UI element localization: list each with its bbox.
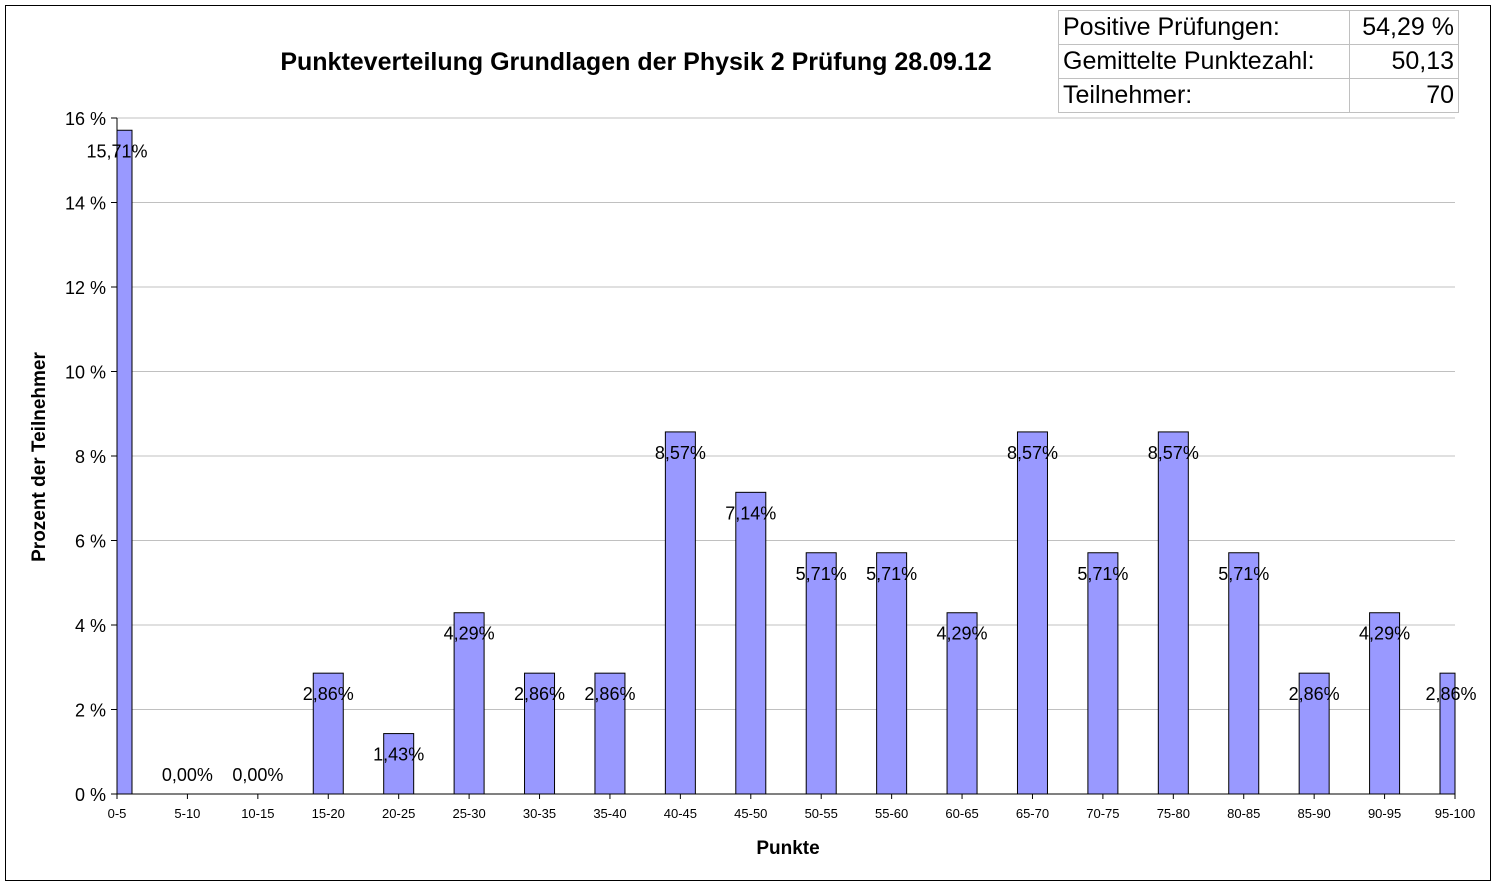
x-tick-label: 40-45 xyxy=(664,806,697,821)
y-tick-label: 16 % xyxy=(65,109,106,129)
bar xyxy=(1087,552,1119,795)
bar xyxy=(1369,612,1401,795)
data-label: 0,00% xyxy=(162,765,213,785)
bar xyxy=(876,552,908,795)
stats-label: Positive Prüfungen: xyxy=(1058,10,1350,45)
x-tick-label: 5-10 xyxy=(174,806,200,821)
x-tick-labels: 0-5 5-10 10-15 15-20 20-25 25-30 30-35 35-40 40-… xyxy=(108,806,1476,821)
y-tick-label: 0 % xyxy=(75,785,106,805)
y-tick-label: 6 % xyxy=(75,532,106,552)
y-tick-label: 2 % xyxy=(75,701,106,721)
y-tick-label: 10 % xyxy=(65,363,106,383)
data-label: 0,00% xyxy=(232,765,283,785)
bar xyxy=(1016,431,1048,795)
x-axis-title: Punkte xyxy=(756,838,819,859)
x-tick-label: 75-80 xyxy=(1157,806,1190,821)
bar xyxy=(1157,431,1189,795)
bar xyxy=(805,552,837,795)
data-label: 2,86% xyxy=(514,684,565,704)
bars xyxy=(116,129,1456,795)
stats-row-positive: Positive Prüfungen: 54,29 % xyxy=(1058,10,1459,45)
bar xyxy=(312,672,344,795)
stats-table: Positive Prüfungen: 54,29 % Gemittelte P… xyxy=(1058,10,1459,113)
data-label: 8,57% xyxy=(1148,443,1199,463)
x-tick-label: 50-55 xyxy=(805,806,838,821)
chart-title: Punkteverteilung Grundlagen der Physik 2… xyxy=(280,48,991,76)
data-label: 7,14% xyxy=(725,503,776,523)
bar xyxy=(116,129,133,795)
data-labels: 15,71% 0,00% 0,00% 2,86% 1,43% 4,29% 2,86% 2,86… xyxy=(86,141,1476,785)
bar xyxy=(664,431,696,795)
data-label: 2,86% xyxy=(1425,684,1476,704)
data-label: 4,29% xyxy=(444,624,495,644)
x-tick-label: 45-50 xyxy=(734,806,767,821)
data-label: 5,71% xyxy=(866,564,917,584)
data-label: 8,57% xyxy=(1007,443,1058,463)
data-label: 2,86% xyxy=(1289,684,1340,704)
bar xyxy=(1298,672,1330,795)
x-tick-label: 90-95 xyxy=(1368,806,1401,821)
data-label: 5,71% xyxy=(796,564,847,584)
x-tick-label: 55-60 xyxy=(875,806,908,821)
x-tick-label: 65-70 xyxy=(1016,806,1049,821)
data-label: 5,71% xyxy=(1218,564,1269,584)
data-label: 1,43% xyxy=(373,745,424,765)
bar xyxy=(453,612,485,795)
y-tick-label: 14 % xyxy=(65,194,106,214)
bar xyxy=(1228,552,1260,795)
stats-row-participants: Teilnehmer: 70 xyxy=(1058,78,1459,113)
x-tick-label: 20-25 xyxy=(382,806,415,821)
data-label: 2,86% xyxy=(303,684,354,704)
data-label: 4,29% xyxy=(1359,624,1410,644)
stats-value: 54,29 % xyxy=(1349,10,1459,45)
data-label: 5,71% xyxy=(1077,564,1128,584)
x-tick-label: 15-20 xyxy=(312,806,345,821)
stats-value: 50,13 xyxy=(1349,44,1459,79)
y-tick-label: 8 % xyxy=(75,447,106,467)
x-tick-label: 60-65 xyxy=(945,806,978,821)
x-tick-label: 0-5 xyxy=(108,806,127,821)
stats-label: Gemittelte Punktezahl: xyxy=(1058,44,1350,79)
x-tick-label: 30-35 xyxy=(523,806,556,821)
bar xyxy=(524,672,556,795)
data-label: 4,29% xyxy=(937,624,988,644)
bar xyxy=(735,491,767,795)
stats-label: Teilnehmer: xyxy=(1058,78,1350,113)
data-label: 15,71% xyxy=(86,141,147,161)
data-label: 8,57% xyxy=(655,443,706,463)
x-tick-label: 80-85 xyxy=(1227,806,1260,821)
x-tick-label: 35-40 xyxy=(593,806,626,821)
y-axis-title: Prozent der Teilnehmer xyxy=(29,352,50,562)
x-tick-label: 95-100 xyxy=(1435,806,1475,821)
stats-value: 70 xyxy=(1349,78,1459,113)
bar xyxy=(946,612,978,795)
x-tick-label: 25-30 xyxy=(452,806,485,821)
axes xyxy=(111,117,1456,799)
stats-row-average: Gemittelte Punktezahl: 50,13 xyxy=(1058,44,1459,79)
bar xyxy=(594,672,626,795)
y-tick-label: 12 % xyxy=(65,278,106,298)
x-tick-label: 85-90 xyxy=(1298,806,1331,821)
x-tick-label: 70-75 xyxy=(1086,806,1119,821)
bar xyxy=(383,733,415,795)
y-tick-label: 4 % xyxy=(75,616,106,636)
data-label: 2,86% xyxy=(584,684,635,704)
x-tick-label: 10-15 xyxy=(241,806,274,821)
y-tick-labels: 0 % 2 % 4 % 6 % 8 % 10 % 12 % 14 % 16 % xyxy=(65,109,106,805)
